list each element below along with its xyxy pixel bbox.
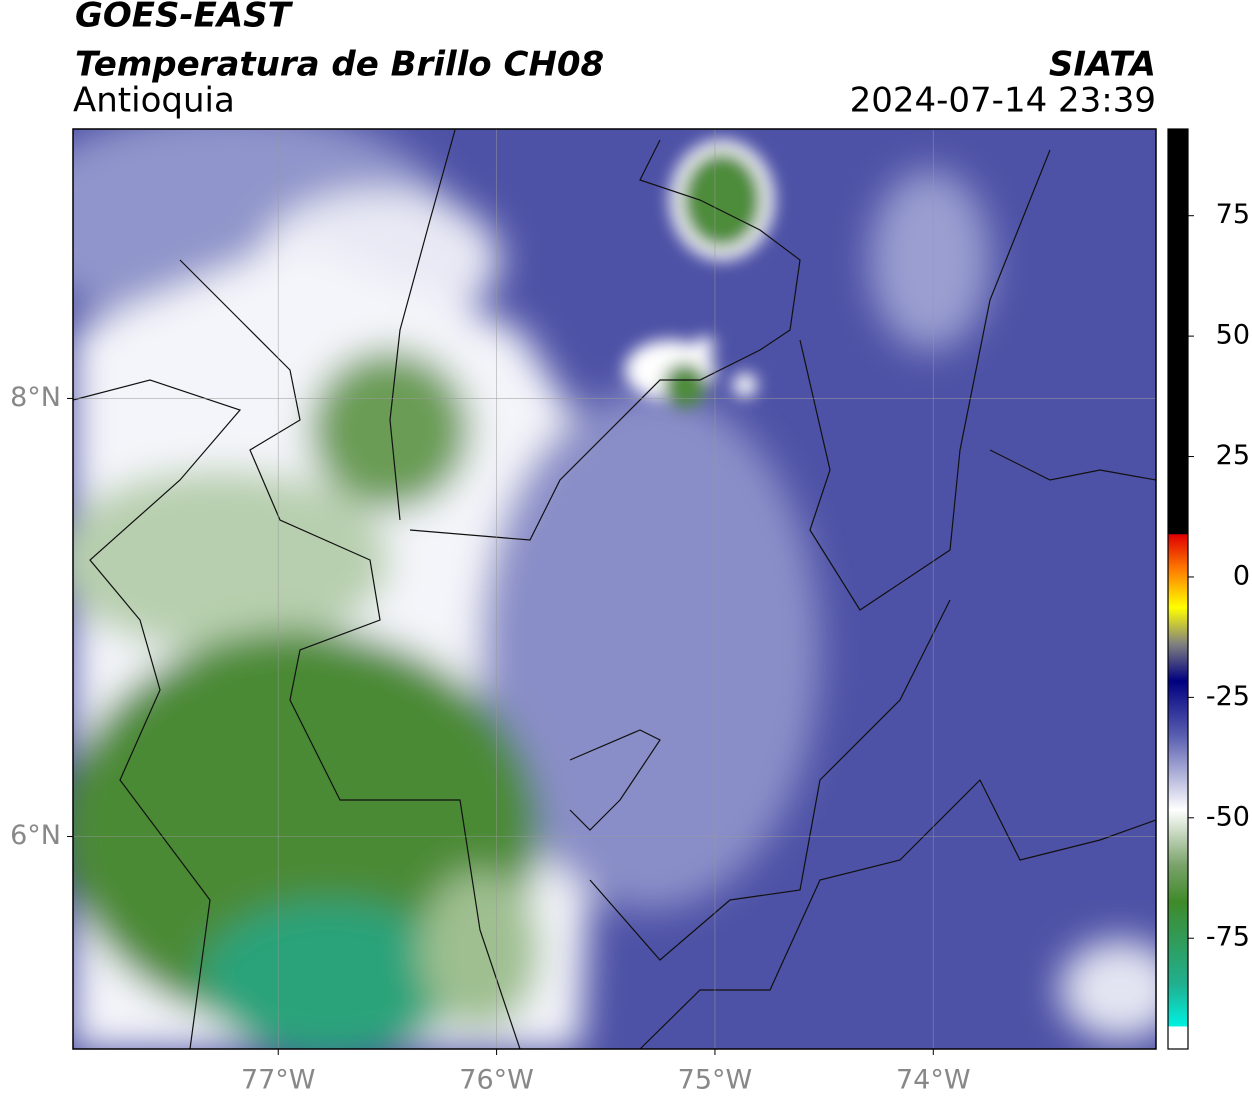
map-frame: [72, 128, 1157, 1050]
lon-tick-label: 75°W: [678, 1065, 753, 1096]
lat-tick-label: 8°N: [10, 382, 61, 413]
lon-tick-label: 76°W: [459, 1065, 534, 1096]
graticule: [73, 129, 1156, 1049]
satellite-image: [73, 129, 1156, 1049]
lon-tick-label: 74°W: [896, 1065, 971, 1096]
colorbar-tick-label: -75: [1206, 922, 1250, 953]
colorbar-tick-label: 0: [1233, 560, 1250, 591]
region: Antioquia: [73, 81, 235, 121]
satellite: GOES-EAST: [75, 0, 294, 36]
agency: SIATA: [1049, 45, 1156, 85]
lat-tick-label: 6°N: [10, 820, 61, 851]
product: Temperatura de Brillo CH08: [75, 45, 604, 85]
colorbar-tick-label: -50: [1206, 801, 1250, 832]
lon-tick-label: 77°W: [241, 1065, 316, 1096]
timestamp: 2024-07-14 23:39: [850, 81, 1156, 121]
colorbar-tick-label: 50: [1216, 320, 1250, 351]
colorbar-tick-label: -25: [1206, 681, 1250, 712]
colorbar-tick-label: 75: [1216, 199, 1250, 230]
colorbar: [1167, 128, 1189, 1050]
colorbar-tick-label: 25: [1216, 440, 1250, 471]
